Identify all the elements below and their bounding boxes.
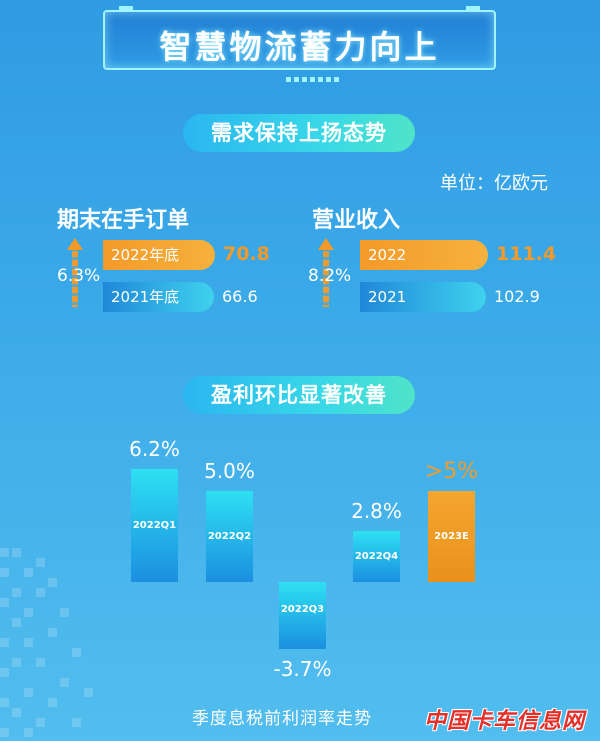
section-title-demand: 需求保持上扬态势	[183, 114, 415, 152]
title-frame: 智慧物流蓄力向上	[103, 6, 496, 70]
bar-category-label: 2022Q4	[354, 550, 399, 562]
orders-bar-2022: 2022年底	[103, 240, 215, 270]
orders-value-2021: 66.6	[222, 287, 258, 306]
bar-value-label: -3.7%	[273, 657, 332, 682]
orders-title: 期末在手订单	[57, 208, 190, 233]
bar-2022q3	[279, 582, 326, 650]
chart-caption: 季度息税前利润率走势	[192, 709, 372, 729]
revenue-bar-2021: 2021	[360, 282, 486, 312]
bar-value-label: >5%	[424, 459, 479, 484]
revenue-arrow-icon	[318, 238, 334, 250]
revenue-arrow-tail	[323, 251, 329, 307]
revenue-growth: 8.2%	[308, 266, 352, 286]
bar-value-label: 5.0%	[204, 459, 255, 483]
bar-2022q1	[131, 469, 178, 582]
bar-category-label: 2022Q3	[280, 604, 325, 615]
orders-value-2022: 70.8	[223, 243, 270, 265]
unit-label: 单位：亿欧元	[440, 173, 548, 194]
section-title-profit: 盈利环比显著改善	[183, 376, 415, 414]
bar-2022q4	[353, 531, 400, 582]
revenue-title: 营业收入	[312, 208, 401, 233]
page-title: 智慧物流蓄力向上	[159, 28, 440, 66]
bar-category-label: 2022Q2	[207, 530, 252, 542]
orders-bar-label: 2022年底	[111, 246, 180, 264]
title-dots	[286, 67, 342, 86]
orders-growth: 6.3%	[57, 266, 101, 286]
bar-2023e	[428, 491, 475, 582]
orders-arrow-icon	[67, 238, 83, 250]
watermark-logo: 中国卡车信息网	[424, 709, 586, 734]
bar-value-label: 6.2%	[129, 437, 180, 462]
bar-category-label: 2022Q1	[132, 519, 177, 531]
revenue-value-2022: 111.4	[496, 243, 557, 265]
orders-bar-label: 2021年底	[111, 288, 180, 306]
revenue-bar-2022: 2022	[360, 240, 488, 270]
orders-arrow-tail	[72, 251, 78, 307]
revenue-bar-label: 2022	[368, 246, 407, 264]
bar-value-label: 2.8%	[351, 499, 402, 524]
revenue-bar-label: 2021	[368, 288, 407, 306]
orders-bar-2021: 2021年底	[103, 282, 214, 312]
bar-category-label: 2023E	[434, 530, 469, 542]
revenue-value-2021: 102.9	[494, 287, 540, 306]
bar-2022q2	[206, 491, 253, 582]
